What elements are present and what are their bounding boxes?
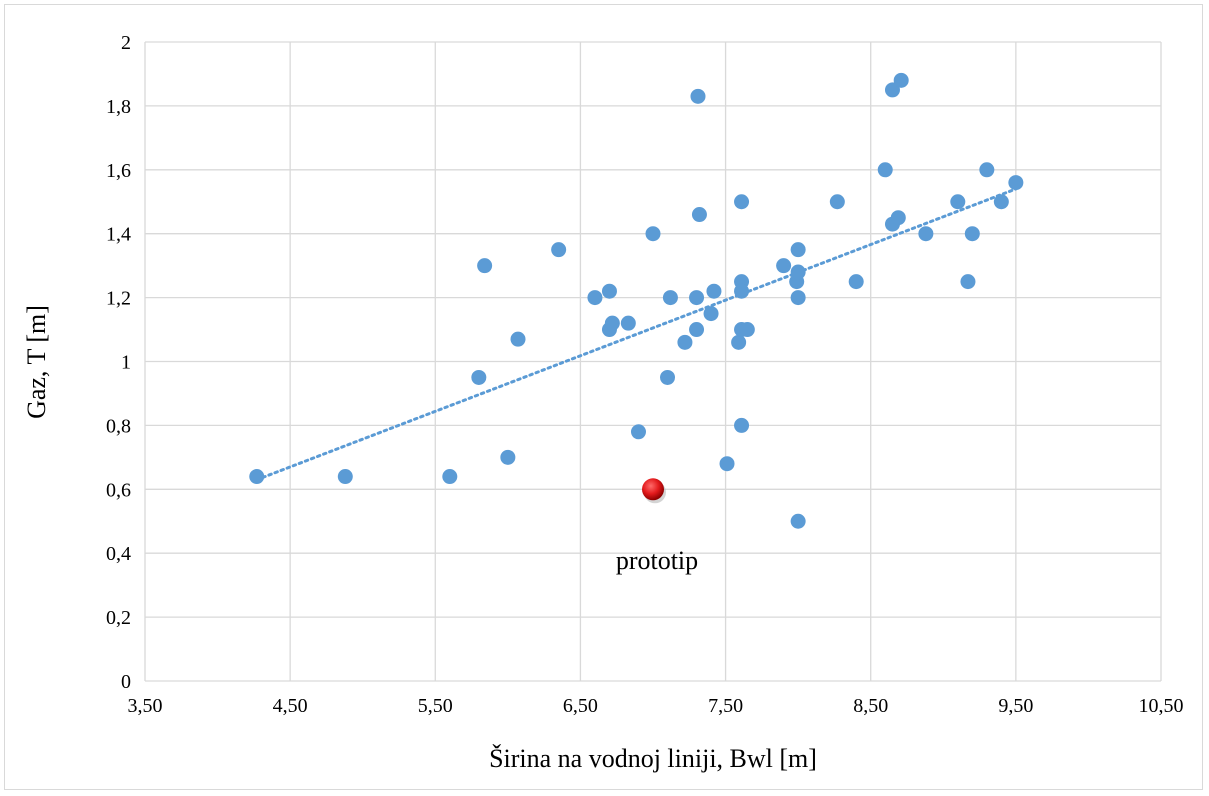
y-tick-label: 1,4 xyxy=(106,224,131,246)
data-point xyxy=(964,226,980,242)
y-tick-label: 1,2 xyxy=(106,288,131,310)
data-point xyxy=(731,334,747,350)
data-point xyxy=(477,258,493,274)
x-tick-label: 3,50 xyxy=(128,695,163,717)
data-point xyxy=(734,417,750,433)
data-point xyxy=(829,194,845,210)
y-tick-label: 0,4 xyxy=(106,543,131,565)
data-point xyxy=(734,194,750,210)
x-axis-title: Širina na vodnoj liniji, Bwl [m] xyxy=(489,744,817,773)
prototype-point xyxy=(642,478,664,501)
trendline-layer xyxy=(255,187,1018,482)
data-point xyxy=(442,469,458,485)
data-point xyxy=(960,274,976,290)
y-tick-label: 0,6 xyxy=(106,479,131,501)
data-point xyxy=(587,290,603,306)
data-point xyxy=(645,226,661,242)
data-point xyxy=(950,194,966,210)
data-point xyxy=(690,88,706,104)
data-point xyxy=(703,306,719,322)
data-point xyxy=(918,226,934,242)
data-point xyxy=(689,290,705,306)
data-point xyxy=(551,242,567,258)
data-point xyxy=(979,162,995,178)
data-point xyxy=(790,513,806,529)
data-point xyxy=(734,283,750,299)
data-point xyxy=(993,194,1009,210)
data-point xyxy=(877,162,893,178)
y-tick-label: 0,8 xyxy=(106,415,131,437)
data-point xyxy=(620,315,636,331)
y-tick-label: 1,8 xyxy=(106,96,131,118)
data-point xyxy=(739,322,755,338)
data-point xyxy=(848,274,864,290)
data-point xyxy=(776,258,792,274)
data-point xyxy=(662,290,678,306)
y-tick-label: 0 xyxy=(121,671,131,693)
data-point xyxy=(719,456,735,472)
y-tick-label: 2 xyxy=(121,32,131,54)
gridlines xyxy=(144,41,1162,682)
data-point xyxy=(884,82,900,98)
data-point xyxy=(471,369,487,385)
data-point xyxy=(337,469,353,485)
y-tick-label: 1 xyxy=(121,352,131,374)
data-point xyxy=(790,290,806,306)
data-points xyxy=(249,72,1024,529)
y-axis-tick-labels: 0 0,2 0,4 0,6 0,8 1 1,2 1,4 1,6 1,8 2 xyxy=(106,32,131,693)
data-point xyxy=(660,369,676,385)
x-tick-label: 10,50 xyxy=(1139,695,1184,717)
data-point xyxy=(249,469,265,485)
data-point xyxy=(689,322,705,338)
chart-area xyxy=(4,4,1203,790)
data-point xyxy=(1008,175,1024,191)
data-point xyxy=(601,283,617,299)
y-tick-label: 1,6 xyxy=(106,160,131,182)
y-tick-label: 0,2 xyxy=(106,607,131,629)
data-point xyxy=(790,264,806,280)
x-tick-label: 8,50 xyxy=(853,695,888,717)
x-tick-label: 5,50 xyxy=(418,695,453,717)
data-point xyxy=(893,72,909,88)
data-point xyxy=(790,242,806,258)
x-tick-label: 6,50 xyxy=(563,695,598,717)
data-point xyxy=(691,207,707,223)
data-point xyxy=(500,449,516,465)
x-tick-label: 4,50 xyxy=(273,695,308,717)
trendline xyxy=(255,187,1018,482)
y-axis-title: Gaz, T [m] xyxy=(22,305,51,419)
data-point xyxy=(706,283,722,299)
data-point xyxy=(604,315,620,331)
data-point xyxy=(630,424,646,440)
x-tick-label: 9,50 xyxy=(998,695,1033,717)
data-point xyxy=(677,334,693,350)
prototype-label: prototip xyxy=(616,546,698,575)
data-point xyxy=(890,210,906,226)
x-axis-tick-labels: 3,50 4,50 5,50 6,50 7,50 8,50 9,50 10,50 xyxy=(128,695,1184,717)
x-tick-label: 7,50 xyxy=(708,695,743,717)
data-point xyxy=(510,331,526,347)
prototype-layer xyxy=(642,478,666,504)
